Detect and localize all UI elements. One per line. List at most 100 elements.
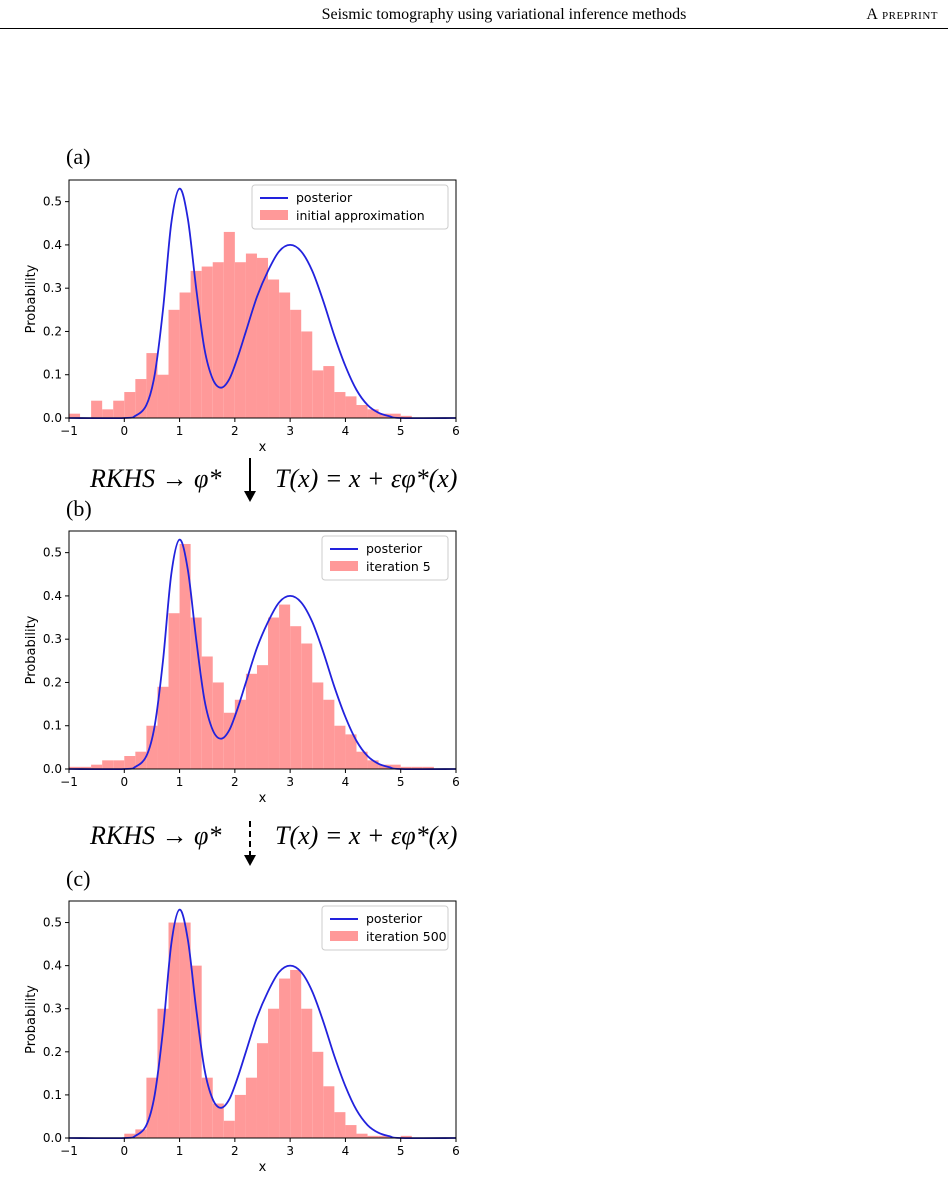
histogram-bar — [234, 699, 246, 769]
histogram-bar — [190, 965, 202, 1138]
y-tick-label: 0.4 — [43, 959, 62, 973]
histogram-bar — [345, 396, 357, 418]
legend-label-posterior: posterior — [366, 911, 423, 926]
legend-label-posterior: posterior — [366, 541, 423, 556]
transition-arrow-head — [244, 855, 256, 866]
y-tick-label: 0.2 — [43, 675, 62, 689]
histogram-bar — [245, 1077, 257, 1138]
histogram-bar — [168, 922, 180, 1138]
histogram-bar — [168, 613, 180, 769]
histogram-bar — [389, 413, 401, 418]
histogram-bar — [179, 543, 191, 769]
histogram-bar — [356, 405, 368, 418]
posterior-line — [68, 538, 457, 771]
y-tick-label: 0.2 — [43, 1045, 62, 1059]
histogram-bar — [312, 370, 324, 418]
legend-swatch-histogram — [330, 561, 358, 571]
x-tick-label: −1 — [60, 775, 78, 789]
x-tick-label: 3 — [286, 775, 294, 789]
histogram-bar — [334, 1112, 346, 1138]
histogram-bar — [212, 682, 224, 769]
histogram-bar — [279, 292, 291, 418]
histogram-bar — [312, 1051, 324, 1138]
transition-right-text: T(x) = x + εφ*(x) — [275, 821, 457, 850]
histogram-bar — [146, 725, 158, 769]
axes-frame — [68, 530, 457, 770]
histogram-bar — [356, 1133, 368, 1138]
legend-label-histogram: iteration 500 — [366, 929, 447, 944]
histogram-bar — [268, 279, 280, 418]
histogram-bar — [91, 764, 103, 769]
histogram-bar — [179, 292, 191, 418]
y-tick-label: 0.3 — [43, 632, 62, 646]
x-axis-label: x — [259, 440, 267, 455]
chart-panel-2: (b) −1 0 1 2 3 4 5 6 0.0 0.1 0.2 0.3 0.4 0.5 x Probabili… — [24, 496, 460, 806]
histogram-bar — [157, 374, 169, 418]
y-tick-label: 0.4 — [43, 238, 62, 252]
histogram-bar — [389, 764, 401, 769]
x-tick-label: −1 — [60, 1144, 78, 1158]
histogram-bar — [91, 400, 103, 418]
x-tick-label: 3 — [286, 424, 294, 438]
posterior-line — [68, 187, 457, 420]
x-axis-label: x — [259, 1160, 267, 1175]
histogram-bar — [411, 766, 423, 769]
histogram-bar — [345, 734, 357, 769]
histogram-bar — [102, 760, 114, 769]
histogram-bar — [301, 1008, 313, 1138]
axes-frame — [68, 179, 457, 419]
x-tick-label: 5 — [397, 424, 405, 438]
histogram-bar — [168, 309, 180, 418]
histogram-bar — [124, 392, 136, 418]
histogram-bar — [301, 643, 313, 769]
histogram-bar — [179, 922, 191, 1138]
y-tick-label: 0.0 — [43, 1131, 62, 1145]
legend-label-posterior: posterior — [296, 190, 353, 205]
histogram-bar — [157, 686, 169, 769]
x-tick-label: 3 — [286, 1144, 294, 1158]
histogram-bar — [102, 409, 114, 418]
histogram-bar — [256, 257, 269, 418]
x-axis-label: x — [259, 791, 267, 806]
histogram-bar — [378, 413, 390, 418]
transition-right-text: T(x) = x + εφ*(x) — [275, 464, 457, 493]
panel-label: (c) — [66, 866, 90, 891]
histogram-bar — [356, 751, 368, 769]
y-tick-label: 0.5 — [43, 195, 62, 209]
x-tick-label: 6 — [452, 424, 460, 438]
histogram-bar — [212, 262, 224, 418]
histogram-bar — [367, 1135, 379, 1138]
histogram-bar — [279, 978, 291, 1138]
chart-panel-1: (a) −1 0 1 2 3 4 5 6 0.0 0.1 0.2 0.3 0.4 0.5 x Probabili… — [24, 144, 460, 455]
running-tag: A preprint — [866, 6, 938, 23]
x-tick-label: 5 — [397, 775, 405, 789]
x-tick-label: 0 — [120, 775, 128, 789]
y-tick-label: 0.2 — [43, 324, 62, 338]
x-tick-label: 6 — [452, 775, 460, 789]
running-title: Seismic tomography using variational inf… — [321, 6, 687, 23]
histogram-bar — [400, 766, 412, 769]
chart-panel-3: (c) −1 0 1 2 3 4 5 6 0.0 0.1 0.2 0.3 0.4 0.5 x Probabili… — [24, 866, 460, 1175]
axes-frame — [68, 900, 457, 1139]
y-tick-label: 0.1 — [43, 719, 62, 733]
histogram-bar — [268, 1008, 280, 1138]
x-tick-label: 0 — [120, 1144, 128, 1158]
legend-swatch-histogram — [260, 210, 288, 220]
histogram-bar — [312, 682, 324, 769]
histogram-bar — [367, 409, 379, 418]
x-tick-label: 1 — [176, 775, 184, 789]
histogram-bar — [190, 270, 202, 418]
histogram-bar — [234, 262, 246, 418]
histogram-bar — [113, 760, 125, 769]
x-tick-label: 4 — [342, 1144, 350, 1158]
panel-label: (b) — [66, 496, 92, 521]
histogram-bar — [290, 309, 302, 418]
transition-arrow-head — [244, 491, 256, 502]
histogram-bar — [69, 766, 81, 769]
legend-label-histogram: iteration 5 — [366, 559, 431, 574]
histogram-bar — [279, 604, 291, 769]
histogram-bar — [400, 1135, 412, 1138]
histogram-bar — [201, 266, 213, 418]
x-tick-label: 6 — [452, 1144, 460, 1158]
